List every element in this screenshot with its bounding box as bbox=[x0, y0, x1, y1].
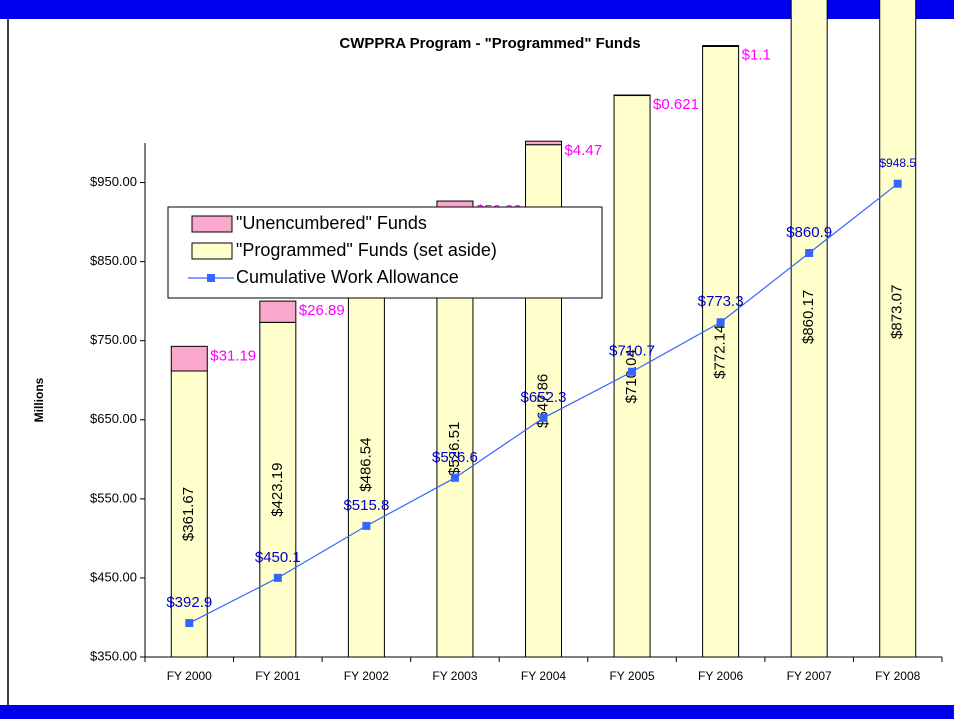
legend-marker bbox=[207, 274, 215, 282]
bottom-band bbox=[0, 705, 954, 719]
legend-label: "Unencumbered" Funds bbox=[236, 213, 427, 233]
x-tick-label: FY 2004 bbox=[521, 669, 566, 683]
bar-value-label: $4.47 bbox=[565, 142, 603, 159]
line-value-label: $948.5 bbox=[879, 156, 916, 170]
bar-segment bbox=[613, 95, 651, 658]
x-tick-label: FY 2007 bbox=[787, 669, 832, 683]
bar-value-label: $31.19 bbox=[210, 347, 256, 364]
bar-segment bbox=[525, 140, 562, 146]
y-tick-label: $550.00 bbox=[90, 490, 137, 505]
line-value-label: $392.9 bbox=[166, 594, 212, 611]
line-value-label: $515.8 bbox=[343, 497, 389, 514]
line-value-label: $710.7 bbox=[609, 343, 655, 360]
bar-segment bbox=[879, 0, 917, 658]
bar-value-label: $526.51 bbox=[446, 422, 463, 476]
bar-segment bbox=[170, 345, 208, 372]
bar-value-label: $26.89 bbox=[299, 302, 345, 319]
line-value-label: $860.9 bbox=[786, 224, 832, 241]
line-marker bbox=[450, 473, 459, 482]
bar-value-label: $486.54 bbox=[357, 438, 374, 492]
bar-value-label: $0.621 bbox=[653, 96, 699, 113]
line-marker bbox=[362, 521, 371, 530]
bar-segment bbox=[702, 45, 740, 658]
bar-segment bbox=[436, 240, 474, 658]
x-tick-label: FY 2006 bbox=[698, 669, 743, 683]
bar-value-label: $423.19 bbox=[269, 463, 286, 517]
x-tick-label: FY 2005 bbox=[609, 669, 654, 683]
legend-label: Cumulative Work Allowance bbox=[236, 267, 459, 287]
line-marker bbox=[716, 318, 725, 327]
bar-value-label: $860.17 bbox=[800, 290, 817, 344]
line-value-label: $652.3 bbox=[521, 389, 567, 406]
x-tick-label: FY 2002 bbox=[344, 669, 389, 683]
bar-value-label: $1.1 bbox=[742, 47, 771, 64]
chart-title: CWPPRA Program - "Programmed" Funds bbox=[339, 35, 640, 52]
line-marker bbox=[805, 248, 814, 257]
y-tick-label: $850.00 bbox=[90, 253, 137, 268]
bar-segment bbox=[259, 321, 297, 658]
line-marker bbox=[628, 367, 637, 376]
line-value-label: $576.6 bbox=[432, 449, 478, 466]
legend-label: "Programmed" Funds (set aside) bbox=[236, 240, 497, 260]
bar-segment bbox=[347, 271, 385, 658]
y-tick-label: $350.00 bbox=[90, 648, 137, 663]
bar-value-label: $772.14 bbox=[712, 325, 729, 379]
line-marker bbox=[539, 413, 548, 422]
x-tick-label: FY 2001 bbox=[255, 669, 300, 683]
bar-value-label: $361.67 bbox=[180, 487, 197, 541]
bar-segment bbox=[170, 370, 208, 658]
y-tick-label: $750.00 bbox=[90, 332, 137, 347]
legend-swatch bbox=[191, 242, 233, 260]
bar-segment bbox=[702, 45, 740, 47]
bar-value-label: $710.04 bbox=[623, 349, 640, 403]
line-marker bbox=[185, 619, 194, 628]
y-tick-label: $650.00 bbox=[90, 411, 137, 426]
legend-box bbox=[167, 206, 603, 299]
bar-segment bbox=[790, 0, 828, 658]
x-tick-label: FY 2003 bbox=[432, 669, 477, 683]
bar-segment bbox=[259, 300, 297, 323]
x-tick-label: FY 2000 bbox=[167, 669, 212, 683]
bar-value-label: $873.07 bbox=[889, 285, 906, 339]
line-value-label: $773.3 bbox=[698, 293, 744, 310]
top-band bbox=[0, 0, 954, 19]
line-value-label: $450.1 bbox=[255, 549, 301, 566]
y-axis-label: Millions bbox=[32, 377, 46, 422]
line-marker bbox=[273, 573, 282, 582]
line-marker bbox=[893, 179, 902, 188]
y-tick-label: $950.00 bbox=[90, 174, 137, 189]
y-tick-label: $450.00 bbox=[90, 569, 137, 584]
x-tick-label: FY 2008 bbox=[875, 669, 920, 683]
legend-swatch bbox=[191, 215, 233, 233]
